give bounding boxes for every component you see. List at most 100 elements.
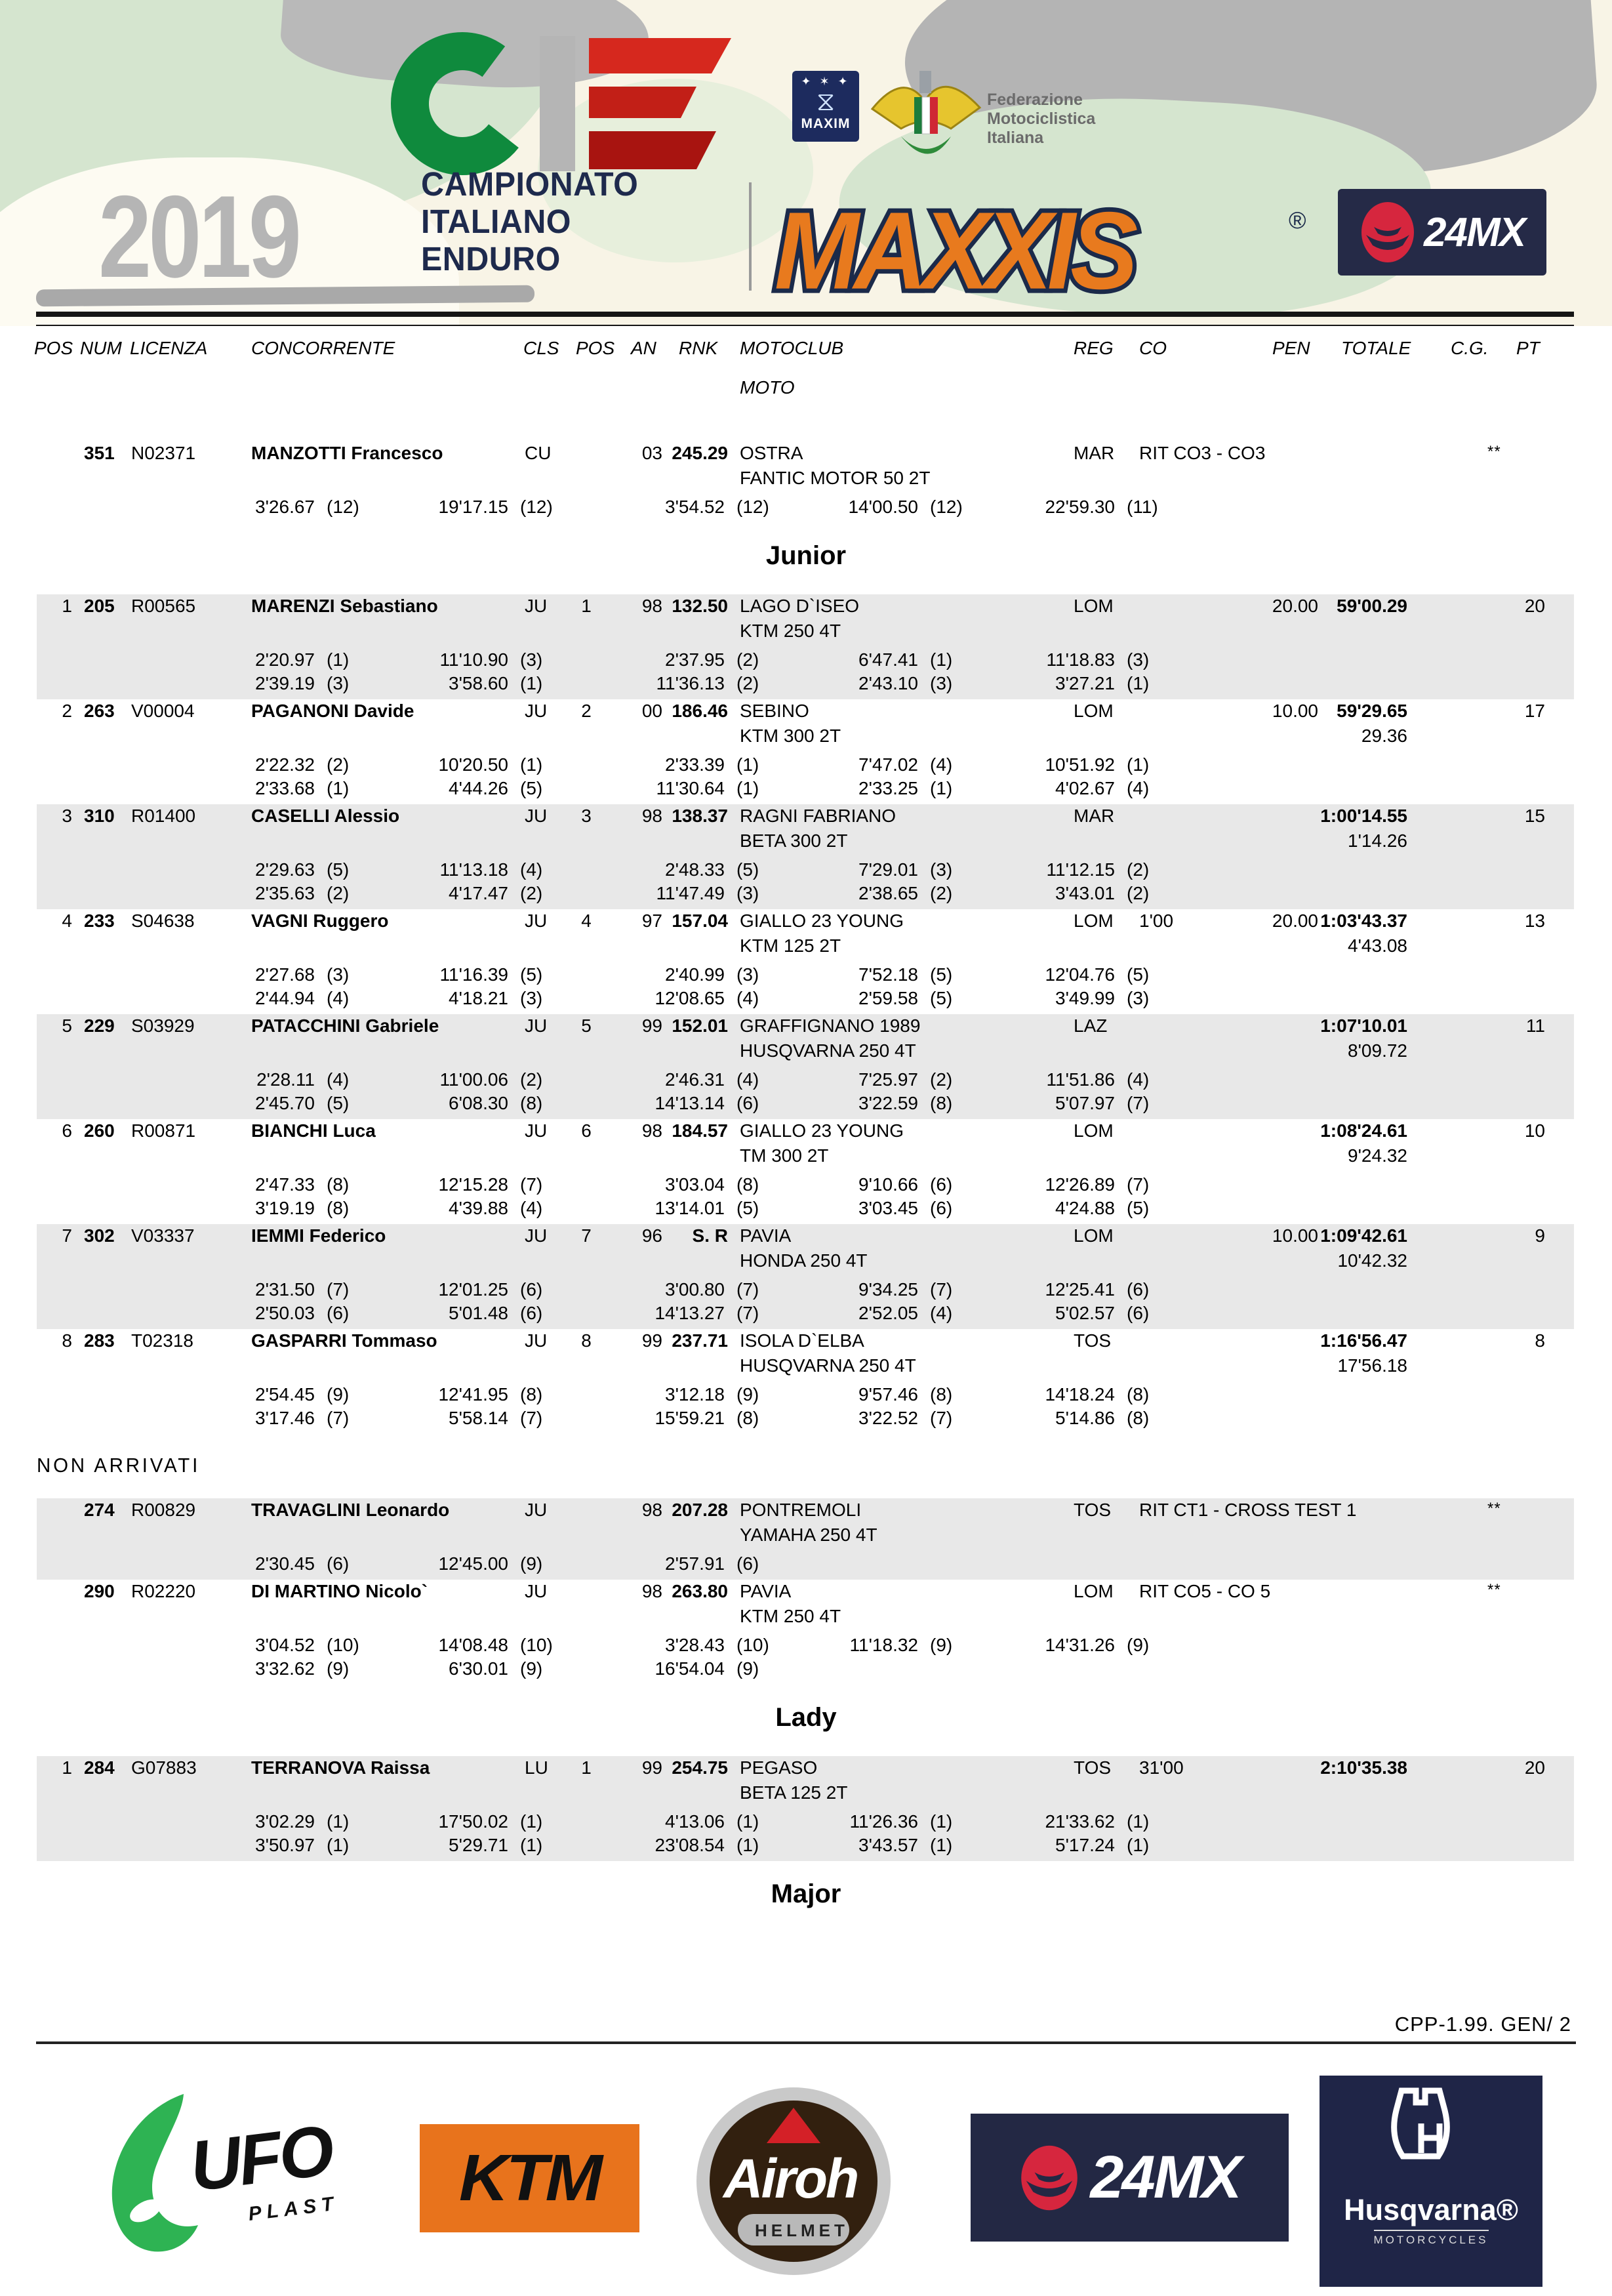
rider-name: MANZOTTI Francesco — [251, 443, 443, 463]
sponsor-logos: UFO PLAST KTM Airoh HELMET 24MX — [0, 2066, 1612, 2296]
row-main-line: 351 N02371 MANZOTTI Francesco CU 03 245.… — [0, 443, 1612, 468]
class-position: 1 — [581, 1757, 592, 1778]
stage-rank: (4) — [1127, 778, 1150, 798]
stage-time: 14'18.24 — [1045, 1384, 1115, 1404]
row-spacer — [0, 1805, 1612, 1811]
rider-year: 98 — [641, 596, 662, 616]
row-times-line-1: 3'26.67 (12) 19'17.15 (12) 3'54.52 (12) 14'… — [0, 497, 1612, 520]
stage-time: 2'33.25 — [858, 778, 918, 798]
husqvarna-label: Husqvarna® — [1344, 2193, 1518, 2226]
rider-total: 1:08'24.61 — [1320, 1120, 1407, 1141]
stage-rank: (5) — [520, 778, 543, 798]
rider-number: 233 — [84, 911, 115, 931]
stage-rank: (1) — [520, 754, 543, 775]
stage-time: 5'07.97 — [1055, 1093, 1115, 1113]
row-moto-line: BETA 125 2T — [0, 1782, 1612, 1805]
row-times-line-1: 2'22.32 (2) 10'20.50 (1) 2'33.39 (1) 7'47.0… — [0, 754, 1612, 778]
rider-gap: 10'42.32 — [1337, 1250, 1407, 1271]
stage-time: 2'22.32 — [255, 754, 315, 775]
stage-time: 3'43.57 — [858, 1835, 918, 1855]
rider-year: 99 — [641, 1757, 662, 1778]
rider-name: VAGNI Ruggero — [251, 911, 389, 931]
stage-rank: (1) — [520, 673, 543, 693]
row-main-line: 2 263 V00004 PAGANONI Davide JU 2 00 186… — [0, 701, 1612, 726]
stage-time: 16'54.04 — [655, 1658, 725, 1679]
stage-time: 11'00.06 — [439, 1069, 508, 1090]
stage-time: 13'14.01 — [655, 1198, 725, 1218]
stage-time: 3'22.59 — [858, 1093, 918, 1113]
rider-motoclub: PAVIA — [740, 1581, 792, 1601]
row-times-line-2: 2'35.63 (2) 4'17.47 (2) 11'47.49 (3) 2'38.6… — [0, 883, 1612, 907]
rider-total: 1:16'56.47 — [1320, 1330, 1407, 1351]
stage-time: 5'29.71 — [449, 1835, 508, 1855]
stage-rank: (5) — [736, 859, 759, 880]
stage-time: 7'25.97 — [858, 1069, 918, 1090]
fmi-line: Motociclistica — [987, 110, 1096, 128]
rider-name: PAGANONI Davide — [251, 701, 414, 721]
stage-rank: (2) — [736, 673, 759, 693]
stage-time: 2'30.45 — [255, 1553, 315, 1574]
rider-ranking: 207.28 — [672, 1500, 728, 1520]
stage-rank: (7) — [736, 1303, 759, 1323]
stage-rank: (2) — [520, 883, 543, 903]
stage-time: 2'35.63 — [255, 883, 315, 903]
stage-rank: (8) — [520, 1093, 543, 1113]
stage-rank: (1) — [1127, 1835, 1150, 1855]
stage-rank: (4) — [327, 1069, 350, 1090]
stage-time: 3'12.18 — [665, 1384, 725, 1404]
row-times-line-2: 2'39.19 (3) 3'58.60 (1) 11'36.13 (2) 2'43.1… — [0, 673, 1612, 697]
rider-motoclub: LAGO D`ISEO — [740, 596, 860, 616]
stage-rank: (1) — [930, 778, 953, 798]
rider-license: R00565 — [131, 596, 196, 616]
rider-moto: KTM 250 4T — [740, 1606, 841, 1626]
rider-position: 2 — [62, 701, 72, 721]
svg-text:MAXXIS: MAXXIS — [775, 190, 1137, 312]
stage-rank: (4) — [930, 1303, 953, 1323]
rider-position: 3 — [62, 806, 72, 826]
maxxis-logo: MAXXIS ® — [770, 186, 1306, 317]
rider-region: LOM — [1074, 911, 1114, 931]
stage-time: 11'13.18 — [439, 859, 508, 880]
class-position: 6 — [581, 1120, 592, 1141]
rider-license: R02220 — [131, 1581, 196, 1601]
stage-rank: (9) — [736, 1658, 759, 1679]
rider-co: RIT CT1 - CROSS TEST 1 — [1139, 1500, 1357, 1520]
rider-moto: TM 300 2T — [740, 1145, 829, 1166]
stage-time: 12'15.28 — [438, 1174, 508, 1195]
stage-rank: (2) — [1127, 883, 1150, 903]
stage-rank: (3) — [327, 964, 350, 985]
stage-time: 11'30.64 — [656, 778, 725, 798]
stage-time: 14'13.27 — [655, 1303, 725, 1323]
rider-name: TERRANOVA Raissa — [251, 1757, 430, 1778]
rider-motoclub: PEGASO — [740, 1757, 818, 1778]
result-row: 274 R00829 TRAVAGLINI Leonardo JU 98 207… — [0, 1498, 1612, 1580]
stage-rank: (6) — [520, 1303, 543, 1323]
rider-license: S04638 — [131, 911, 195, 931]
rider-year: 97 — [641, 911, 662, 931]
rider-gap: 4'43.08 — [1348, 935, 1407, 956]
rider-name: MARENZI Sebastiano — [251, 596, 438, 616]
row-moto-line: KTM 125 2T 4'43.08 — [0, 935, 1612, 958]
rider-position: 5 — [62, 1015, 72, 1036]
ufo-logo: UFO PLAST — [111, 2094, 340, 2252]
rider-class: JU — [525, 701, 548, 721]
row-moto-line: KTM 300 2T 29.36 — [0, 726, 1612, 748]
rider-points: 11 — [1525, 1015, 1545, 1036]
stage-time: 3'03.04 — [665, 1174, 725, 1195]
rider-license: N02371 — [131, 443, 196, 463]
stage-rank: (12) — [327, 497, 359, 517]
stage-time: 2'40.99 — [665, 964, 725, 985]
stage-time: 3'58.60 — [449, 673, 508, 693]
col-reg: REG — [1074, 338, 1114, 358]
stage-rank: (6) — [1127, 1303, 1150, 1323]
rider-region: LOM — [1074, 1581, 1114, 1601]
col-pos2: POS — [576, 338, 615, 358]
stage-rank: (10) — [327, 1635, 359, 1655]
rider-year: 99 — [641, 1015, 662, 1036]
row-times-line-1: 3'04.52 (10) 14'08.48 (10) 3'28.43 (10) 11'… — [0, 1635, 1612, 1658]
row-spacer — [0, 1168, 1612, 1174]
rider-moto: HONDA 250 4T — [740, 1250, 868, 1271]
result-row: 1 284 G07883 TERRANOVA Raissa LU 1 99 25… — [0, 1756, 1612, 1861]
row-main-line: 3 310 R01400 CASELLI Alessio JU 3 98 138… — [0, 806, 1612, 830]
row-times-line-1: 2'30.45 (6) 12'45.00 (9) 2'57.91 (6) — [0, 1553, 1612, 1577]
